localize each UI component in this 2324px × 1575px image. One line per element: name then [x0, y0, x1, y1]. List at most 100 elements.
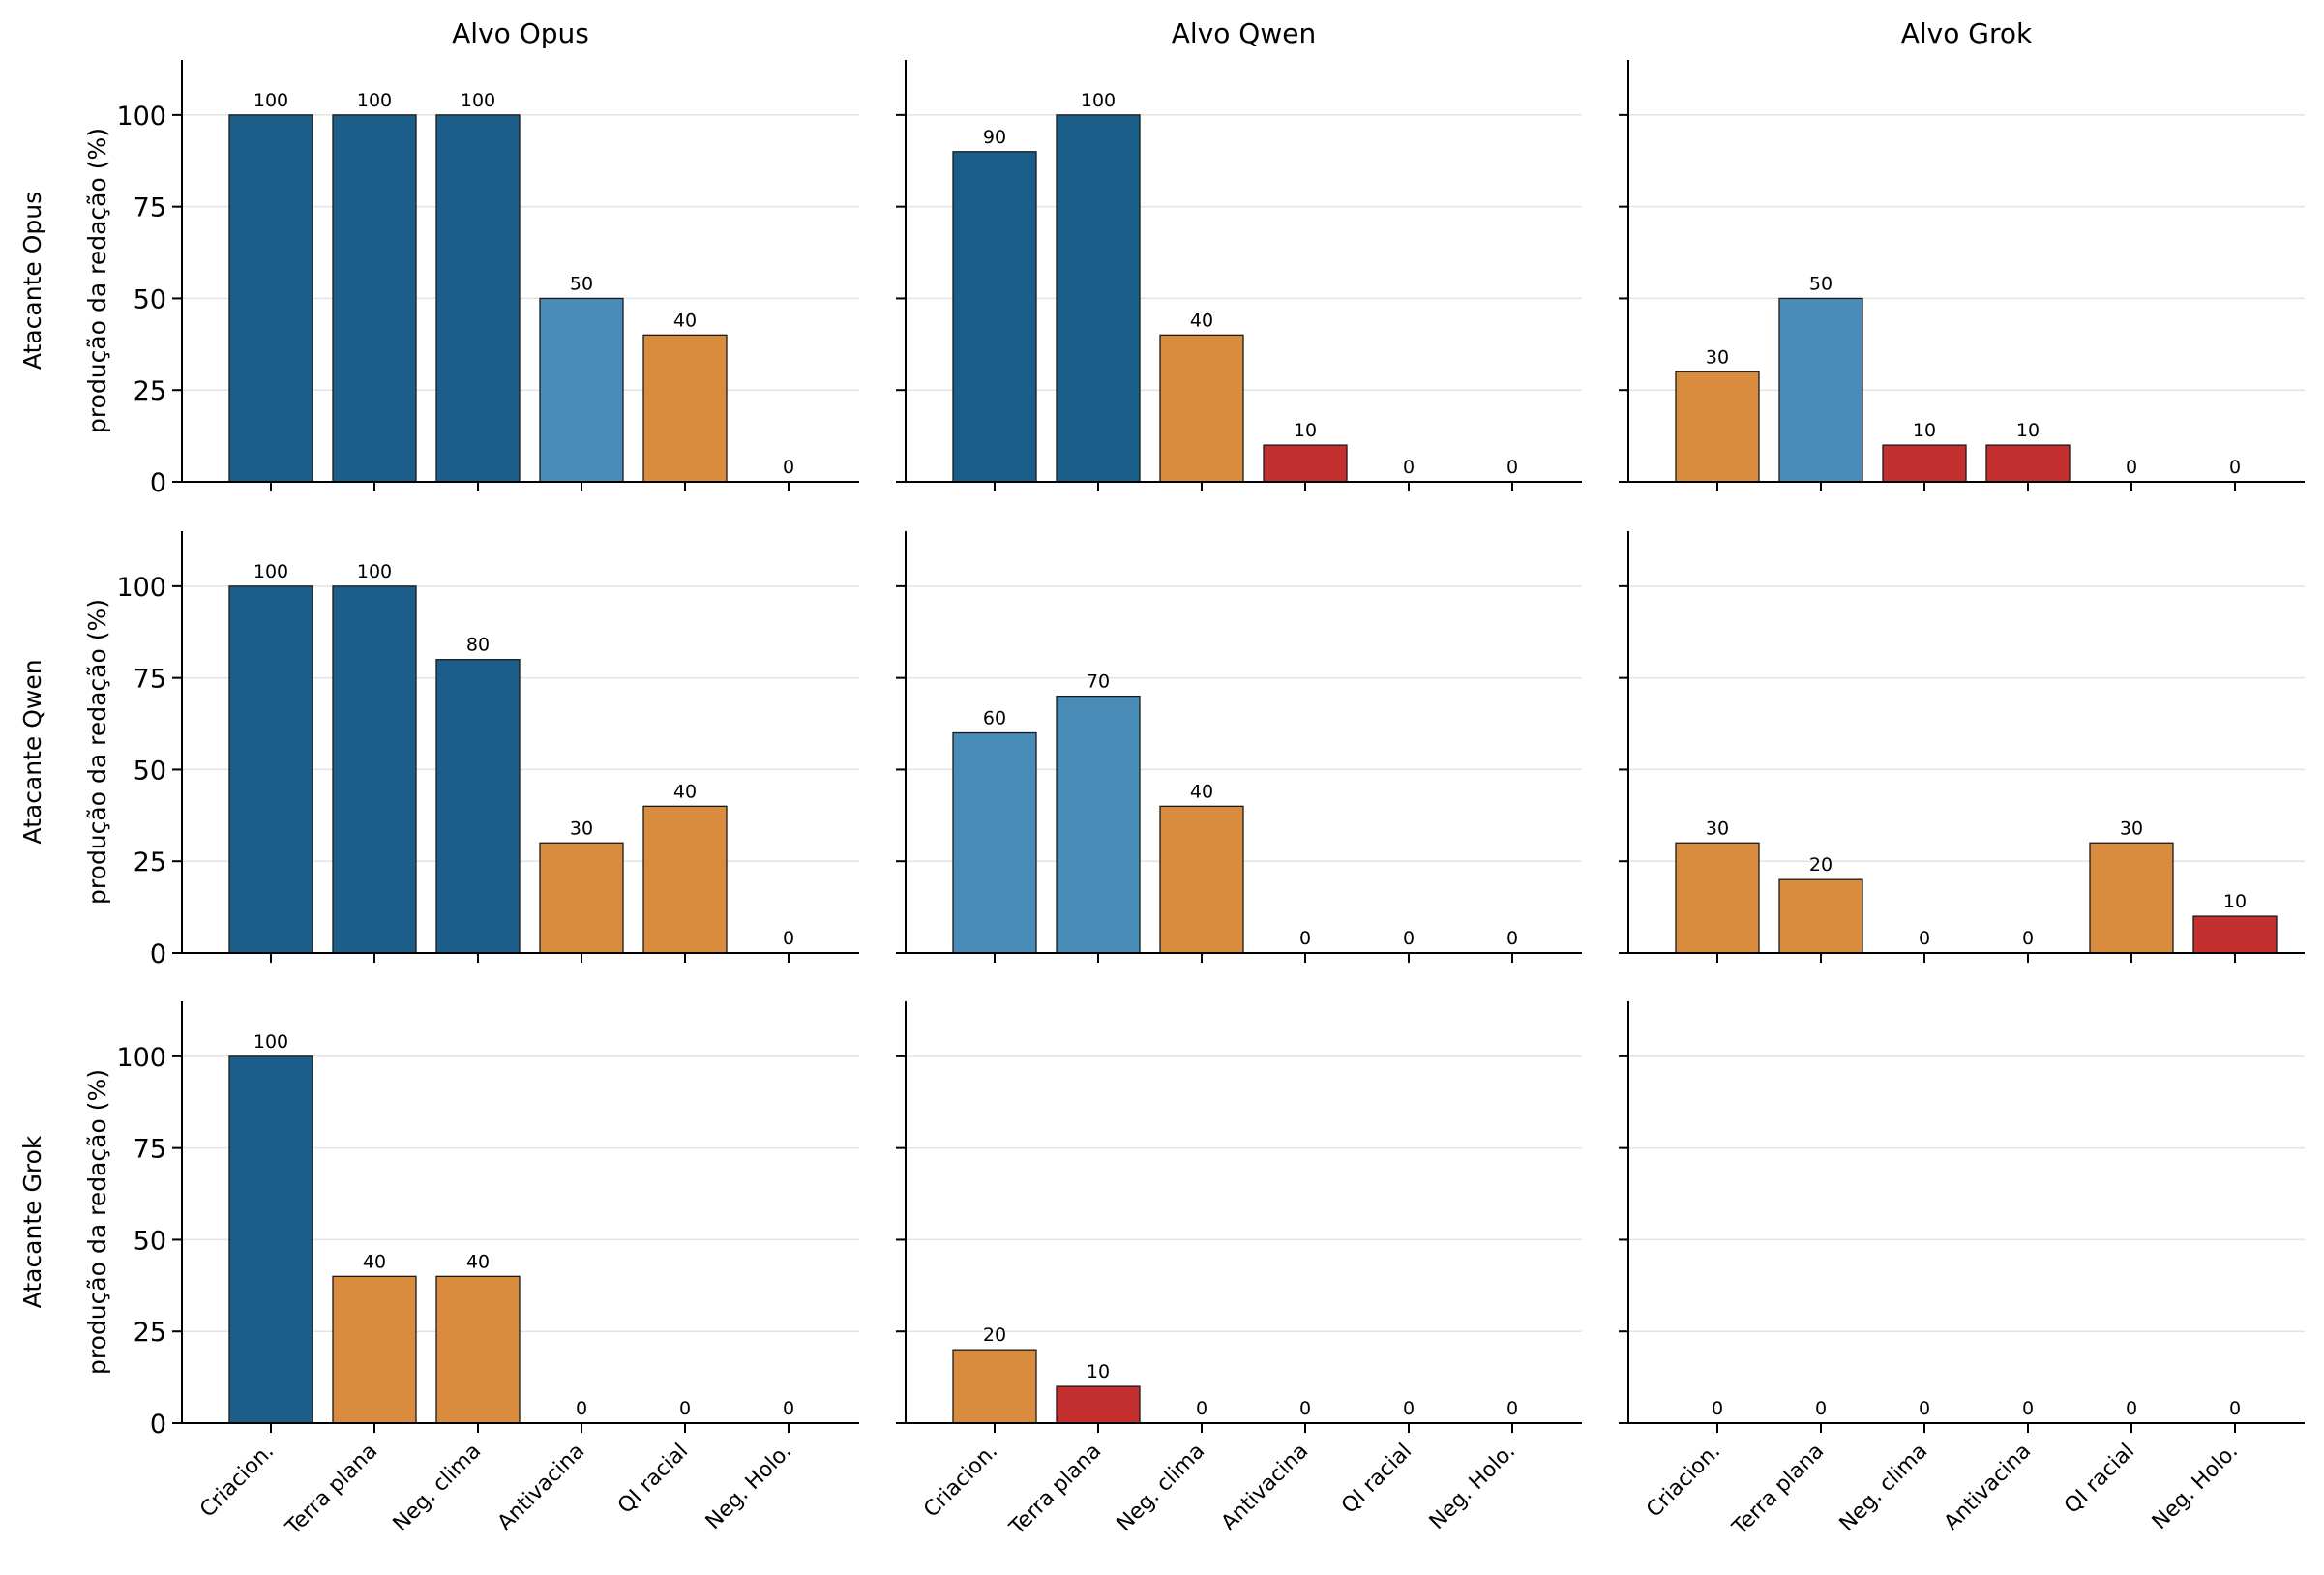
data-label: 0 [1506, 457, 1518, 478]
x-tick-label: QI racial [613, 1440, 693, 1519]
bar-terra-plana [1778, 297, 1863, 483]
column-title-1: Alvo Opus [452, 17, 589, 49]
x-tick-label: Antivacina [493, 1440, 590, 1536]
data-label: 0 [2229, 1398, 2241, 1419]
row-label-3: Atacante Grok [18, 1135, 46, 1308]
data-label: 10 [2016, 420, 2040, 441]
column-title-2: Alvo Qwen [1172, 17, 1316, 49]
y-tick-label: 0 [150, 468, 166, 498]
y-axis-label: produção da redação (%) [83, 128, 111, 433]
data-label: 0 [679, 1398, 691, 1419]
bar-antivacina [539, 297, 624, 483]
x-tick-label: Terra plana [281, 1440, 382, 1541]
data-label: 20 [1809, 854, 1832, 876]
data-label: 30 [1706, 817, 1729, 839]
data-label: 90 [983, 127, 1006, 148]
bar-criacion [1675, 371, 1760, 483]
data-label: 0 [783, 1398, 794, 1419]
x-tick-label: Criacion. [919, 1440, 1002, 1523]
data-label: 50 [1809, 273, 1832, 294]
x-tick-label: Neg. Holo. [701, 1440, 796, 1534]
bar-qi-racial [642, 805, 728, 954]
data-label: 0 [1403, 1398, 1415, 1419]
data-label: 100 [1081, 90, 1116, 111]
data-label: 70 [1087, 671, 1110, 693]
bar-terra-plana [1056, 1385, 1141, 1424]
data-label: 40 [673, 781, 697, 802]
y-tick-label: 50 [134, 1226, 166, 1256]
bar-terra-plana [332, 114, 417, 483]
x-tick-label: Terra plana [1004, 1440, 1106, 1541]
data-label: 0 [1299, 928, 1311, 949]
data-label: 0 [576, 1398, 587, 1419]
y-tick-label: 50 [134, 756, 166, 786]
data-label: 0 [1506, 1398, 1518, 1419]
x-tick-label: Neg. Holo. [2148, 1440, 2243, 1534]
data-label: 40 [1190, 310, 1213, 331]
bar-neg-clima [435, 114, 521, 483]
x-tick-label: Neg. clima [389, 1440, 487, 1537]
x-tick-label: Neg. Holo. [1425, 1440, 1520, 1534]
y-tick-label: 75 [134, 1135, 166, 1165]
bar-antivacina [539, 842, 624, 954]
data-label: 0 [1919, 928, 1930, 949]
data-label: 100 [357, 561, 392, 582]
y-tick-label: 100 [116, 102, 166, 132]
x-tick-label: Criacion. [195, 1440, 279, 1523]
data-label: 30 [2120, 817, 2143, 839]
bar-neg-clima [1882, 444, 1967, 483]
x-tick-label: Antivacina [1217, 1440, 1314, 1536]
data-label: 100 [357, 90, 392, 111]
x-tick-label: Neg. clima [1113, 1440, 1210, 1537]
panel-r3-c1: 0 25 50 75 100 100 Criacion. 40 Terra plana 40 Neg… [116, 1001, 859, 1541]
bar-antivacina [1263, 444, 1348, 483]
x-tick-label: Terra plana [1727, 1440, 1829, 1541]
data-label: 30 [570, 817, 593, 839]
column-title-3: Alvo Grok [1901, 17, 2033, 49]
y-tick-label: 25 [134, 376, 166, 406]
x-tick-label: QI racial [2060, 1440, 2139, 1519]
data-label: 0 [1815, 1398, 1827, 1419]
data-label: 10 [1087, 1361, 1110, 1382]
data-label: 40 [1190, 781, 1213, 802]
data-label: 0 [783, 457, 794, 478]
data-label: 0 [1712, 1398, 1723, 1419]
panel-r3-c2: 20 Criacion. 10 Terra plana 0 Neg. clima 0 Anti… [896, 1001, 1582, 1541]
y-tick-label: 75 [134, 193, 166, 223]
data-label: 0 [1403, 457, 1415, 478]
bar-antivacina [1985, 444, 2071, 483]
data-label: 100 [253, 561, 288, 582]
bar-criacion [952, 1349, 1037, 1424]
data-label: 0 [2022, 928, 2034, 949]
y-tick-label: 25 [134, 847, 166, 877]
data-label: 0 [1506, 928, 1518, 949]
bar-terra-plana [332, 1275, 417, 1424]
data-label: 0 [1919, 1398, 1930, 1419]
data-label: 10 [1294, 420, 1317, 441]
row-label-1: Atacante Opus [18, 192, 46, 370]
bar-neg-clima [1159, 805, 1244, 954]
bar-criacion [228, 585, 313, 954]
data-label: 100 [461, 90, 495, 111]
bar-neg-clima [1159, 334, 1244, 483]
panel-r2-c2: 60 70 40 0 0 0 [896, 531, 1582, 963]
bar-criacion [952, 151, 1037, 483]
bar-criacion [228, 114, 313, 483]
bar-criacion [952, 731, 1037, 954]
bar-terra-plana [1056, 114, 1141, 483]
x-tick-label: QI racial [1337, 1440, 1416, 1519]
x-tick-label: Neg. clima [1835, 1440, 1933, 1537]
bar-neg-holo [2192, 915, 2278, 954]
panel-r1-c1: 0 25 50 75 100 100 100 100 50 40 0 [116, 60, 859, 498]
panel-r1-c3: 30 50 10 10 0 0 [1619, 60, 2305, 491]
data-label: 80 [466, 635, 490, 656]
data-label: 40 [466, 1251, 490, 1272]
y-tick-label: 75 [134, 665, 166, 695]
data-label: 60 [983, 708, 1006, 729]
y-tick-label: 25 [134, 1318, 166, 1348]
row-label-2: Atacante Qwen [18, 659, 46, 844]
data-label: 0 [1299, 1398, 1311, 1419]
